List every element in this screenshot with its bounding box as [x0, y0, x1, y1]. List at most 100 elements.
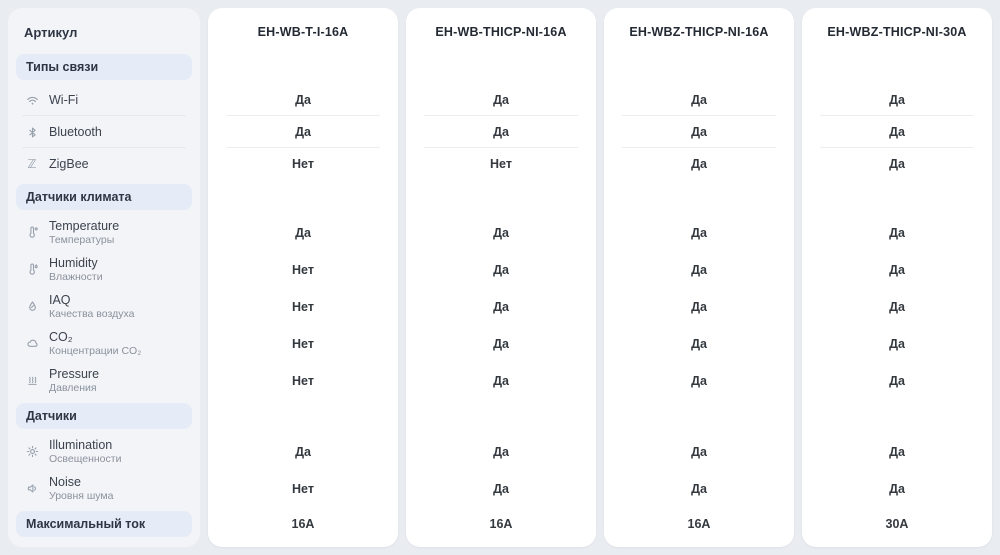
value-iaq: Да [691, 299, 707, 314]
illumination-icon [24, 445, 40, 458]
section-connection: Типы связи [16, 54, 192, 80]
product-name[interactable]: EH-WBZ-THICP-NI-30A [827, 25, 967, 39]
section-spacer [802, 180, 992, 214]
section-spacer [604, 399, 794, 433]
value-wifi: Да [802, 84, 992, 116]
section-sensors-label: Датчики [26, 409, 77, 423]
product-header[interactable]: EH-WBZ-THICP-NI-16A [604, 14, 794, 50]
co2-icon [24, 337, 40, 350]
row-illumination: Illumination Освещенности [14, 433, 194, 470]
value-co2: Да [889, 336, 905, 351]
row-bluetooth: Bluetooth [14, 116, 194, 148]
value-max-current: 16A [687, 517, 711, 531]
value-noise: Нет [292, 481, 314, 496]
value-co2: Да [493, 336, 509, 351]
value-temperature: Да [493, 225, 509, 240]
value-max-current: 16A [291, 517, 315, 531]
row-noise-sublabel: Уровня шума [49, 489, 114, 502]
row-illumination-sublabel: Освещенности [49, 452, 122, 465]
row-humidity-sublabel: Влажности [49, 270, 103, 283]
section-max-current-row: Максимальный ток [14, 507, 194, 541]
section-spacer [604, 50, 794, 84]
row-zigbee-label: ZigBee [49, 156, 89, 171]
row-pressure-sublabel: Давления [49, 381, 97, 394]
value-humidity: Да [889, 262, 905, 277]
value-zigbee: Да [889, 157, 905, 171]
row-co2-sublabel: Концентрации CO₂ [49, 344, 142, 357]
pressure-icon [24, 374, 40, 387]
value-pressure: Да [493, 373, 509, 388]
row-temperature-label: Temperature [49, 218, 120, 233]
feature-sidebar: Артикул Типы связи Wi-Fi Bluetooth [8, 8, 200, 547]
value-illumination: Да [493, 444, 509, 459]
noise-icon [24, 482, 40, 495]
row-noise-label: Noise [49, 474, 81, 489]
row-illumination-label: Illumination [49, 437, 113, 452]
value-zigbee: Да [691, 157, 707, 171]
zigbee-icon: ℤ [27, 157, 37, 171]
section-spacer [406, 399, 596, 433]
article-header-row: Артикул [14, 14, 194, 50]
wifi-icon [24, 94, 40, 107]
product-header[interactable]: EH-WB-T-I-16A [208, 14, 398, 50]
bluetooth-icon [24, 126, 40, 139]
row-wifi-label: Wi-Fi [49, 92, 79, 107]
product-name[interactable]: EH-WB-T-I-16A [257, 25, 349, 39]
section-max-current-label: Максимальный ток [26, 517, 146, 531]
product-column-4: EH-WBZ-THICP-NI-30A Да Да Да Да Да Да Да… [802, 8, 992, 547]
value-bluetooth: Да [802, 116, 992, 148]
section-spacer [802, 399, 992, 433]
row-humidity-label: Humidity [49, 255, 98, 270]
row-co2-label: CO₂ [49, 329, 73, 344]
section-sensors: Датчики [16, 403, 192, 429]
value-noise: Да [493, 481, 509, 496]
row-co2: CO₂ Концентрации CO₂ [14, 325, 194, 362]
value-illumination: Да [889, 444, 905, 459]
section-spacer [406, 180, 596, 214]
section-max-current: Максимальный ток [16, 511, 192, 537]
value-pressure: Нет [292, 373, 314, 388]
value-humidity: Да [691, 262, 707, 277]
row-pressure: Pressure Давления [14, 362, 194, 399]
value-co2: Нет [292, 336, 314, 351]
value-noise: Да [691, 481, 707, 496]
value-max-current: 16A [489, 517, 513, 531]
section-climate: Датчики климата [16, 184, 192, 210]
product-header[interactable]: EH-WB-THICP-NI-16A [406, 14, 596, 50]
row-temperature: Temperature Температуры [14, 214, 194, 251]
value-wifi: Да [604, 84, 794, 116]
product-column-1: EH-WB-T-I-16A Да Да Нет Да Нет Нет Нет Н… [208, 8, 398, 547]
value-max-current: 30A [885, 517, 909, 531]
value-bluetooth: Да [604, 116, 794, 148]
product-header[interactable]: EH-WBZ-THICP-NI-30A [802, 14, 992, 50]
value-zigbee: Нет [490, 157, 512, 171]
value-bluetooth: Да [406, 116, 596, 148]
value-iaq: Нет [292, 299, 314, 314]
section-spacer [604, 180, 794, 214]
value-temperature: Да [691, 225, 707, 240]
section-spacer [208, 399, 398, 433]
value-zigbee: Нет [292, 157, 314, 171]
section-sensors-row: Датчики [14, 399, 194, 433]
value-wifi: Да [406, 84, 596, 116]
row-pressure-label: Pressure [49, 366, 100, 381]
section-spacer [406, 50, 596, 84]
row-iaq-label: IAQ [49, 292, 71, 307]
value-illumination: Да [691, 444, 707, 459]
section-climate-label: Датчики климата [26, 190, 132, 204]
value-temperature: Да [295, 225, 311, 240]
iaq-icon [24, 300, 40, 313]
value-iaq: Да [889, 299, 905, 314]
value-illumination: Да [295, 444, 311, 459]
value-temperature: Да [889, 225, 905, 240]
value-iaq: Да [493, 299, 509, 314]
value-humidity: Нет [292, 262, 314, 277]
section-connection-label: Типы связи [26, 60, 99, 74]
section-connection-row: Типы связи [14, 50, 194, 84]
product-name[interactable]: EH-WB-THICP-NI-16A [435, 25, 567, 39]
product-name[interactable]: EH-WBZ-THICP-NI-16A [629, 25, 769, 39]
section-spacer [208, 50, 398, 84]
value-pressure: Да [889, 373, 905, 388]
value-bluetooth: Да [208, 116, 398, 148]
row-humidity: Humidity Влажности [14, 251, 194, 288]
